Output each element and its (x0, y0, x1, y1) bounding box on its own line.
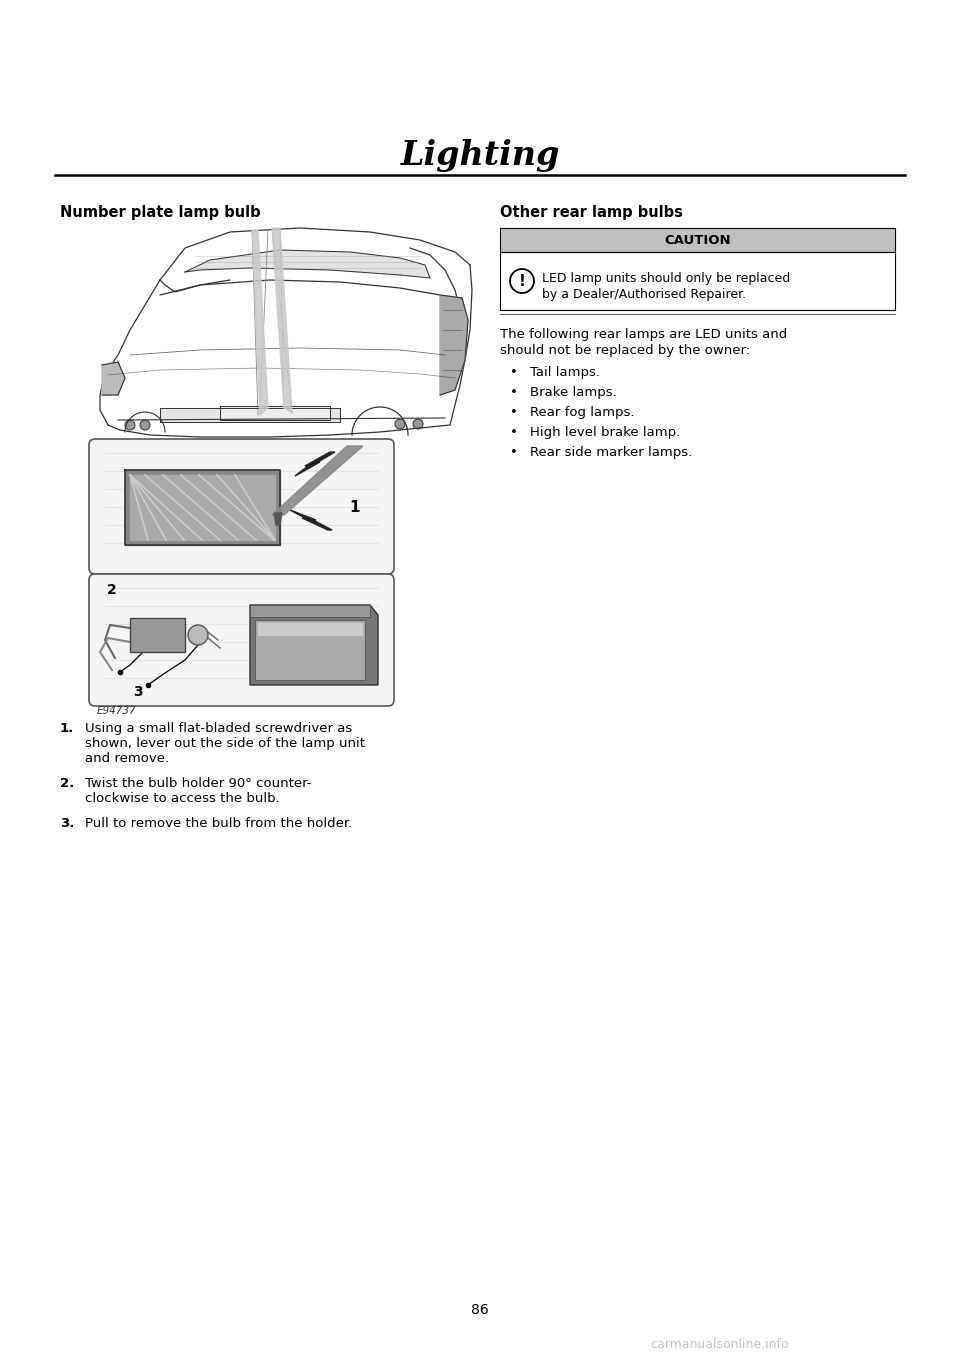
Text: Using a small flat-bladed screwdriver as: Using a small flat-bladed screwdriver as (85, 722, 352, 735)
Text: The following rear lamps are LED units and: The following rear lamps are LED units a… (500, 329, 787, 341)
Polygon shape (290, 511, 332, 530)
Text: 3.: 3. (60, 818, 74, 830)
Text: •: • (510, 367, 518, 379)
Polygon shape (440, 295, 468, 395)
Text: Tail lamps.: Tail lamps. (530, 367, 600, 379)
Polygon shape (272, 228, 292, 413)
Polygon shape (250, 606, 370, 617)
Text: E94737: E94737 (97, 706, 136, 716)
Text: clockwise to access the bulb.: clockwise to access the bulb. (85, 792, 279, 805)
Polygon shape (102, 363, 125, 395)
Text: and remove.: and remove. (85, 752, 169, 765)
Text: 2: 2 (108, 583, 117, 598)
Polygon shape (125, 470, 280, 545)
Text: •: • (510, 426, 518, 439)
Polygon shape (272, 445, 363, 515)
Circle shape (125, 420, 135, 430)
Polygon shape (185, 250, 430, 278)
Polygon shape (250, 606, 378, 684)
Circle shape (140, 420, 150, 430)
Text: Lighting: Lighting (400, 139, 560, 171)
Text: shown, lever out the side of the lamp unit: shown, lever out the side of the lamp un… (85, 737, 365, 750)
Text: by a Dealer/Authorised Repairer.: by a Dealer/Authorised Repairer. (542, 288, 746, 301)
Text: 1: 1 (349, 501, 360, 516)
FancyBboxPatch shape (89, 574, 394, 706)
Polygon shape (130, 618, 185, 652)
Text: CAUTION: CAUTION (664, 234, 731, 247)
Bar (500, 228, 895, 253)
Text: Brake lamps.: Brake lamps. (530, 386, 616, 399)
Polygon shape (252, 230, 268, 416)
Text: 86: 86 (471, 1302, 489, 1317)
Circle shape (413, 420, 423, 429)
Text: •: • (510, 406, 518, 420)
Polygon shape (274, 513, 282, 526)
Text: 1.: 1. (60, 722, 74, 735)
Text: 2.: 2. (60, 777, 74, 790)
Text: should not be replaced by the owner:: should not be replaced by the owner: (500, 344, 750, 357)
Text: •: • (510, 386, 518, 399)
Circle shape (188, 625, 208, 645)
Text: Other rear lamp bulbs: Other rear lamp bulbs (500, 205, 683, 220)
Text: Rear side marker lamps.: Rear side marker lamps. (530, 445, 692, 459)
Text: •: • (510, 445, 518, 459)
FancyBboxPatch shape (89, 439, 394, 574)
Polygon shape (220, 406, 330, 420)
Circle shape (395, 420, 405, 429)
Polygon shape (258, 623, 362, 636)
Circle shape (510, 269, 534, 293)
Text: Pull to remove the bulb from the holder.: Pull to remove the bulb from the holder. (85, 818, 352, 830)
Bar (500, 253, 895, 310)
Text: LED lamp units should only be replaced: LED lamp units should only be replaced (542, 272, 790, 285)
Text: High level brake lamp.: High level brake lamp. (530, 426, 681, 439)
Text: Rear fog lamps.: Rear fog lamps. (530, 406, 635, 420)
Polygon shape (160, 407, 340, 422)
Text: 3: 3 (133, 684, 143, 699)
Text: !: ! (518, 273, 525, 288)
Polygon shape (130, 475, 275, 540)
Polygon shape (295, 452, 335, 477)
Text: Number plate lamp bulb: Number plate lamp bulb (60, 205, 260, 220)
Text: Twist the bulb holder 90° counter-: Twist the bulb holder 90° counter- (85, 777, 311, 790)
Text: carmanualsonline.info: carmanualsonline.info (651, 1339, 789, 1351)
Polygon shape (255, 621, 365, 680)
